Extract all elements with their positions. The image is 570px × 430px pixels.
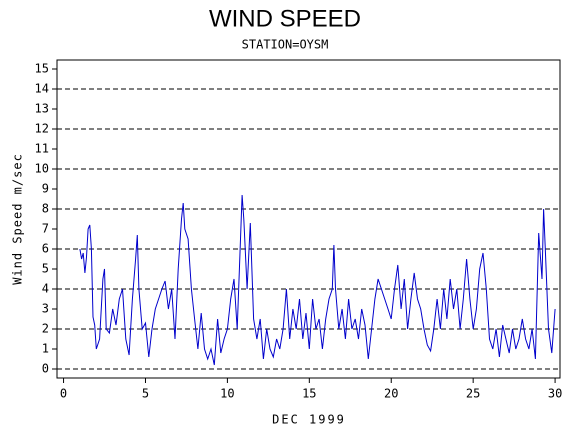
x-tick-label: 0 (60, 387, 67, 401)
y-tick-label: 13 (35, 102, 49, 116)
y-tick-label: 8 (42, 202, 49, 216)
y-tick-label: 2 (42, 322, 49, 336)
x-tick-label: 15 (302, 387, 316, 401)
y-tick-label: 9 (42, 182, 49, 196)
chart-title: WIND SPEED (209, 5, 361, 32)
x-tick-label: 20 (384, 387, 398, 401)
data-line (79, 194, 556, 366)
x-tick-label: 30 (548, 387, 562, 401)
x-tick-label: 25 (466, 387, 480, 401)
y-tick-label: 15 (35, 62, 49, 76)
y-tick-label: 3 (42, 302, 49, 316)
chart-subtitle: STATION=OYSM (242, 38, 329, 52)
x-tick-label: 10 (220, 387, 234, 401)
y-tick-label: 7 (42, 222, 49, 236)
x-tick-label: 5 (142, 387, 149, 401)
y-tick-label: 6 (42, 242, 49, 256)
y-tick-label: 5 (42, 262, 49, 276)
y-tick-label: 14 (35, 82, 49, 96)
plot-frame (56, 59, 561, 379)
y-tick-label: 1 (42, 342, 49, 356)
y-tick-label: 4 (42, 282, 49, 296)
y-tick-label: 0 (42, 362, 49, 376)
y-axis-label: Wind Speed m/sec (11, 153, 25, 285)
y-tick-label: 12 (35, 122, 49, 136)
x-axis-label: DEC 1999 (272, 413, 346, 427)
y-tick-label: 10 (35, 162, 49, 176)
y-tick-label: 11 (35, 142, 49, 156)
